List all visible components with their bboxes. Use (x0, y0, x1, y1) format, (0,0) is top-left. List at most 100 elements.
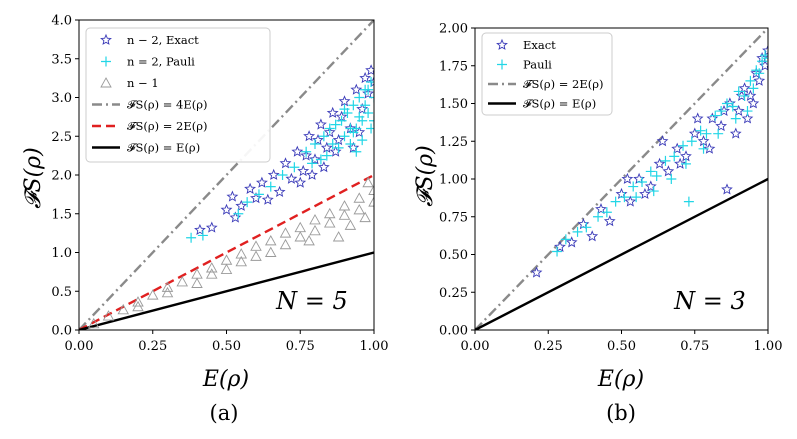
data-point (117, 303, 130, 315)
data-point (332, 133, 345, 146)
data-point (669, 151, 680, 162)
data-point (333, 142, 344, 153)
data-point (318, 131, 329, 142)
data-point (750, 67, 763, 79)
data-point (264, 234, 277, 246)
data-point (651, 170, 662, 181)
data-point (250, 192, 262, 204)
data-point (366, 77, 374, 87)
data-point (701, 128, 712, 139)
reference-line-slope-1 (79, 251, 374, 330)
data-point (686, 136, 697, 147)
data-point (226, 190, 239, 202)
legend-marker-star (496, 38, 508, 50)
data-point (644, 180, 657, 192)
data-point (610, 196, 621, 207)
x-tick-label: 1.00 (360, 339, 389, 354)
data-point (303, 234, 315, 246)
y-tick-label: 2.00 (439, 22, 468, 37)
data-point (581, 222, 592, 233)
data-point (688, 127, 701, 139)
data-point (721, 98, 732, 109)
data-point (279, 238, 292, 250)
data-point (253, 189, 264, 200)
data-point (294, 221, 307, 233)
data-point (250, 240, 262, 251)
data-point (762, 44, 768, 56)
data-point (745, 75, 756, 86)
data-point (697, 135, 710, 147)
data-point (324, 123, 335, 134)
data-point (235, 248, 248, 259)
data-point (265, 181, 276, 192)
ylabel-a: 𝓕S(ρ) (21, 147, 46, 208)
data-point (332, 231, 345, 242)
x-tick-label: 0.25 (138, 339, 167, 354)
data-point (132, 300, 144, 312)
data-point (368, 184, 374, 195)
data-point (739, 90, 750, 101)
data-point (191, 277, 203, 288)
data-point (354, 111, 365, 122)
data-point (356, 102, 369, 115)
legend: n − 2, Exact n = 2, Pauli n − 1 𝓕S(ρ) = 4E(… (85, 27, 271, 163)
data-point (586, 230, 599, 242)
data-point (327, 139, 338, 149)
data-point (691, 112, 704, 124)
data-point (724, 97, 736, 109)
legend-box (481, 32, 613, 116)
data-point (320, 141, 333, 153)
data-point (363, 84, 374, 95)
data-point (312, 133, 324, 146)
data-point (235, 255, 248, 267)
data-point (735, 89, 748, 101)
y-tick-label: 0.50 (439, 248, 468, 263)
data-point (678, 140, 689, 151)
legend-label: n = 2, Pauli (127, 55, 195, 69)
data-point (285, 172, 298, 184)
data-point (754, 68, 765, 79)
y-tick-label: 2.0 (51, 169, 72, 184)
data-point (353, 203, 366, 215)
legend-label: 𝓕S(ρ) = E(ρ) (523, 97, 596, 111)
panel-label-b: (b) (606, 401, 636, 425)
data-point (621, 172, 634, 184)
data-point (102, 310, 115, 321)
data-point (338, 95, 351, 107)
legend-label: Exact (523, 38, 556, 52)
panel-label-a: (a) (210, 401, 239, 425)
xlabel-b: E(ρ) (597, 367, 644, 392)
data-point (176, 276, 189, 287)
data-point (146, 289, 159, 300)
data-point (348, 127, 359, 138)
reference-lines (79, 20, 374, 330)
x-tick-label: 0.00 (65, 339, 94, 354)
x-tick-label: 0.50 (212, 339, 241, 354)
legend-marker-triangle (100, 77, 112, 88)
data-point (330, 119, 341, 130)
data-point (727, 101, 738, 112)
data-point (552, 246, 563, 257)
data-point (666, 174, 677, 184)
data-point (161, 286, 174, 298)
x-tick-label: 0.50 (607, 339, 636, 354)
data-point (329, 145, 342, 157)
plot-area-a: 0.00 0.25 0.50 0.75 1.00 0.0 0.5 1.0 1.5 2.0 2.5 3.… (51, 14, 388, 355)
data-point (309, 153, 321, 165)
data-point (261, 193, 274, 205)
data-point (653, 157, 666, 169)
y-tick-label: 1.50 (439, 97, 468, 112)
data-point (733, 86, 744, 97)
x-tick-label: 0.75 (286, 339, 315, 354)
data-point (656, 135, 669, 147)
data-point (326, 106, 339, 118)
legend-box (85, 27, 271, 163)
data-point (554, 240, 566, 252)
data-point (314, 118, 327, 130)
data-point (362, 87, 374, 99)
x-tick-label: 0.25 (534, 339, 563, 354)
data-point (323, 217, 336, 228)
data-point (729, 127, 742, 139)
series-plus (186, 77, 374, 243)
data-point (601, 207, 612, 218)
